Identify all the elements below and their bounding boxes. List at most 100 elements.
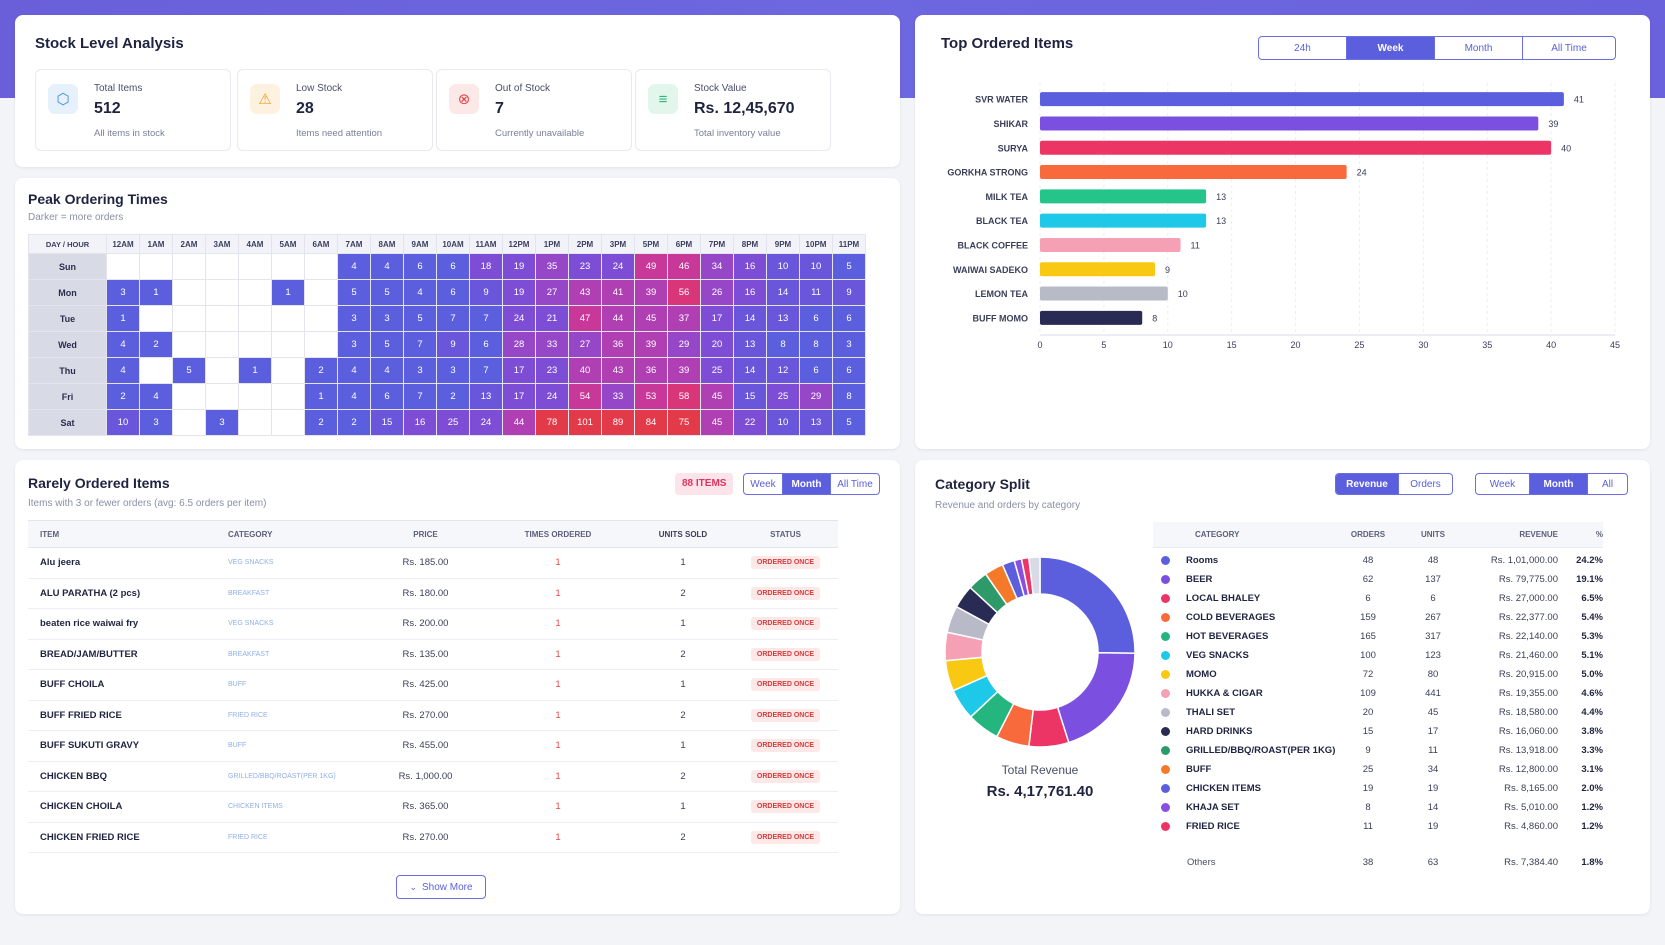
bar[interactable] — [1040, 310, 1143, 325]
heatmap-cell[interactable] — [172, 409, 206, 436]
heatmap-cell[interactable]: 23 — [568, 253, 602, 280]
heatmap-cell[interactable] — [271, 331, 305, 358]
heatmap-cell[interactable]: 24 — [535, 383, 569, 410]
heatmap-cell[interactable] — [172, 253, 206, 280]
heatmap-cell[interactable] — [205, 357, 239, 384]
heatmap-cell[interactable]: 7 — [403, 383, 437, 410]
heatmap-cell[interactable]: 56 — [667, 279, 701, 306]
tab-orders[interactable]: Orders — [1410, 478, 1441, 490]
heatmap-cell[interactable] — [238, 383, 272, 410]
heatmap-cell[interactable]: 4 — [337, 253, 371, 280]
heatmap-cell[interactable]: 53 — [634, 383, 668, 410]
table-row[interactable]: CHICKEN FRIED RICE FRIED RICE Rs. 270.00 1 2… — [28, 823, 838, 853]
heatmap-cell[interactable]: 6 — [799, 305, 833, 332]
heatmap-cell[interactable]: 7 — [469, 357, 503, 384]
heatmap-cell[interactable]: 24 — [469, 409, 503, 436]
bar[interactable] — [1040, 213, 1207, 228]
donut-slice[interactable] — [1039, 556, 1136, 655]
category-row[interactable]: MOMO 72 80 Rs. 20,915.00 5.0% — [1153, 665, 1603, 684]
bar[interactable] — [1040, 140, 1552, 155]
tab-week[interactable]: Week — [1347, 37, 1435, 59]
heatmap-cell[interactable]: 4 — [370, 253, 404, 280]
heatmap-cell[interactable]: 3 — [436, 357, 470, 384]
heatmap-cell[interactable] — [139, 305, 173, 332]
heatmap-cell[interactable] — [271, 305, 305, 332]
category-row[interactable]: CHICKEN ITEMS 19 19 Rs. 8,165.00 2.0% — [1153, 779, 1603, 798]
others-row[interactable]: Others 38 63 Rs. 7,384.40 1.8% — [1153, 853, 1603, 872]
heatmap-cell[interactable]: 25 — [766, 383, 800, 410]
tab-all-time[interactable]: All Time — [1551, 42, 1587, 54]
category-row[interactable]: LOCAL BHALEY 6 6 Rs. 27,000.00 6.5% — [1153, 589, 1603, 608]
tab-all[interactable]: All — [1601, 478, 1614, 490]
heatmap-cell[interactable]: 4 — [403, 279, 437, 306]
heatmap-cell[interactable]: 6 — [832, 305, 866, 332]
heatmap-cell[interactable]: 47 — [568, 305, 602, 332]
heatmap-cell[interactable]: 10 — [766, 409, 800, 436]
heatmap-cell[interactable]: 1 — [139, 279, 173, 306]
heatmap-cell[interactable]: 21 — [535, 305, 569, 332]
heatmap-cell[interactable]: 7 — [403, 331, 437, 358]
heatmap-cell[interactable]: 2 — [436, 383, 470, 410]
category-row[interactable]: HOT BEVERAGES 165 317 Rs. 22,140.00 5.3% — [1153, 627, 1603, 646]
heatmap-cell[interactable]: 4 — [337, 357, 371, 384]
tab-week[interactable]: Week — [1476, 474, 1530, 494]
heatmap-cell[interactable]: 27 — [568, 331, 602, 358]
tab-month[interactable]: Month — [783, 474, 831, 494]
heatmap-cell[interactable]: 6 — [436, 253, 470, 280]
bar[interactable] — [1040, 237, 1181, 252]
heatmap-cell[interactable]: 4 — [337, 383, 371, 410]
heatmap-cell[interactable]: 36 — [601, 331, 635, 358]
heatmap-cell[interactable]: 75 — [667, 409, 701, 436]
heatmap-cell[interactable]: 58 — [667, 383, 701, 410]
bar[interactable] — [1040, 189, 1207, 204]
heatmap-cell[interactable]: 3 — [403, 357, 437, 384]
heatmap-cell[interactable]: 10 — [799, 253, 833, 280]
heatmap-cell[interactable] — [172, 279, 206, 306]
heatmap-cell[interactable] — [205, 279, 239, 306]
heatmap-cell[interactable]: 39 — [634, 279, 668, 306]
heatmap-cell[interactable]: 6 — [832, 357, 866, 384]
heatmap-cell[interactable]: 29 — [667, 331, 701, 358]
heatmap-cell[interactable]: 5 — [370, 331, 404, 358]
heatmap-cell[interactable]: 28 — [502, 331, 536, 358]
heatmap-cell[interactable]: 5 — [172, 357, 206, 384]
tab-month[interactable]: Month — [1530, 474, 1588, 494]
category-row[interactable]: HARD DRINKS 15 17 Rs. 16,060.00 3.8% — [1153, 722, 1603, 741]
table-row[interactable]: ALU PARATHA (2 pcs) BREAKFAST Rs. 180.00 1 2… — [28, 579, 838, 609]
heatmap-cell[interactable]: 26 — [700, 279, 734, 306]
heatmap-cell[interactable] — [271, 253, 305, 280]
heatmap-cell[interactable]: 17 — [502, 383, 536, 410]
heatmap-cell[interactable] — [172, 383, 206, 410]
heatmap-cell[interactable]: 11 — [799, 279, 833, 306]
tab-24h[interactable]: 24h — [1259, 37, 1347, 59]
heatmap-cell[interactable]: 89 — [601, 409, 635, 436]
heatmap-cell[interactable]: 37 — [667, 305, 701, 332]
category-row[interactable]: COLD BEVERAGES 159 267 Rs. 22,377.00 5.4% — [1153, 608, 1603, 627]
heatmap-cell[interactable]: 6 — [469, 331, 503, 358]
heatmap-cell[interactable] — [205, 331, 239, 358]
tab-all-time[interactable]: All Time — [837, 478, 873, 490]
bar[interactable] — [1040, 286, 1168, 301]
heatmap-cell[interactable]: 10 — [766, 253, 800, 280]
heatmap-cell[interactable]: 2 — [139, 331, 173, 358]
heatmap-cell[interactable]: 24 — [601, 253, 635, 280]
heatmap-cell[interactable]: 13 — [469, 383, 503, 410]
category-row[interactable]: VEG SNACKS 100 123 Rs. 21,460.00 5.1% — [1153, 646, 1603, 665]
heatmap-cell[interactable] — [304, 279, 338, 306]
heatmap-cell[interactable]: 33 — [601, 383, 635, 410]
table-row[interactable]: CHICKEN CHOILA CHICKEN ITEMS Rs. 365.00 1 1 O… — [28, 792, 838, 823]
heatmap-cell[interactable]: 6 — [799, 357, 833, 384]
table-row[interactable]: Alu jeera VEG SNACKS Rs. 185.00 1 1 ORDERED O… — [28, 548, 838, 579]
heatmap-cell[interactable] — [172, 305, 206, 332]
heatmap-cell[interactable] — [271, 409, 305, 436]
heatmap-cell[interactable]: 14 — [733, 305, 767, 332]
heatmap-cell[interactable]: 2 — [337, 409, 371, 436]
heatmap-cell[interactable] — [271, 383, 305, 410]
heatmap-cell[interactable]: 43 — [568, 279, 602, 306]
category-row[interactable]: BUFF 25 34 Rs. 12,800.00 3.1% — [1153, 760, 1603, 779]
table-row[interactable]: BREAD/JAM/BUTTER BREAKFAST Rs. 135.00 1 2 ORD… — [28, 640, 838, 670]
heatmap-cell[interactable]: 54 — [568, 383, 602, 410]
heatmap-cell[interactable]: 17 — [700, 305, 734, 332]
heatmap-cell[interactable]: 27 — [535, 279, 569, 306]
heatmap-cell[interactable]: 39 — [667, 357, 701, 384]
